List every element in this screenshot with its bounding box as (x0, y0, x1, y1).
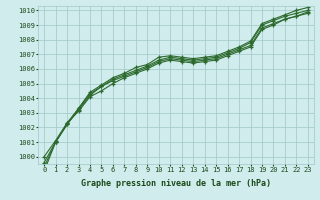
X-axis label: Graphe pression niveau de la mer (hPa): Graphe pression niveau de la mer (hPa) (81, 179, 271, 188)
